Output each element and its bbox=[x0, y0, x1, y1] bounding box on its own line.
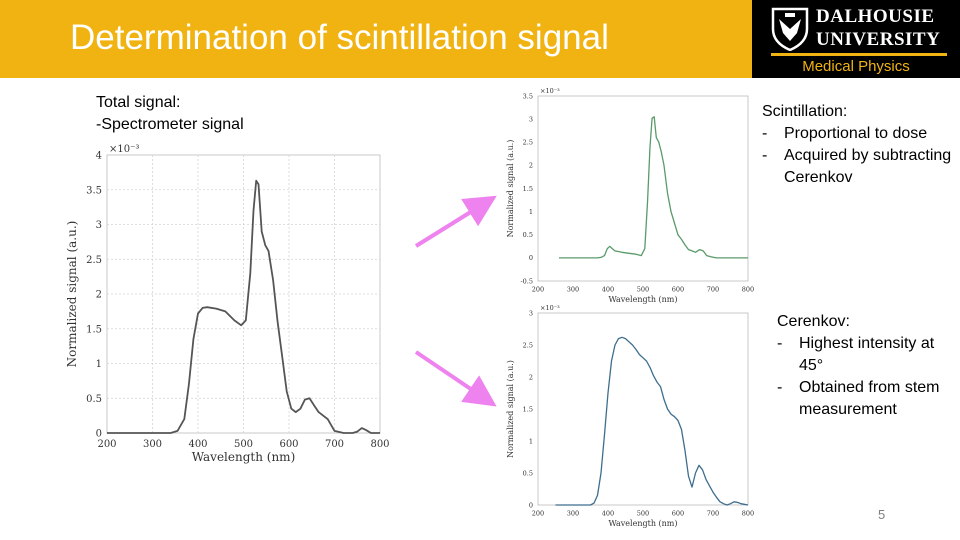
x-tick-label: 700 bbox=[707, 510, 719, 518]
cerenkov-bullet-text: Highest intensity at 45° bbox=[799, 335, 935, 374]
x-tick-label: 500 bbox=[637, 286, 649, 294]
plot-area bbox=[537, 312, 749, 506]
x-tick-label: 400 bbox=[188, 439, 207, 450]
y-tick-label: 2 bbox=[96, 290, 102, 301]
cerenkov-text: Cerenkov: Highest intensity at 45° Obtai… bbox=[777, 311, 959, 421]
x-tick-label: 300 bbox=[143, 439, 162, 450]
x-axis-label: Wavelength (nm) bbox=[608, 295, 677, 304]
cerenkov-bullet: Highest intensity at 45° bbox=[777, 333, 959, 377]
arrow-to-cerenkov bbox=[414, 350, 497, 407]
x-tick-label: 800 bbox=[370, 439, 389, 450]
y-tick-label: 4 bbox=[96, 151, 102, 162]
axis-multiplier: ×10⁻³ bbox=[109, 144, 139, 155]
cerenkov-heading: Cerenkov: bbox=[777, 313, 850, 330]
x-tick-label: 200 bbox=[532, 510, 544, 518]
scintillation-chart: 200 300 400 500 600 700 800 -0.5 0 0.5 1 1.5 2 2.5 3 3.… bbox=[506, 87, 754, 304]
cerenkov-chart: 200 300 400 500 600 700 800 0 0.5 1 1.5 2 2.5 3 Wavele… bbox=[506, 305, 754, 528]
y-tick-label: 0.5 bbox=[86, 394, 102, 405]
cerenkov-bullet: Obtained from stem measurement bbox=[777, 377, 959, 421]
y-axis-label: Normalized signal (a.u.) bbox=[506, 140, 515, 238]
total-signal-subheading: -Spectrometer signal bbox=[96, 116, 244, 133]
y-axis-label: Normalized signal (a.u.) bbox=[65, 221, 79, 368]
scintillation-text: Scintillation: Proportional to dose Acqu… bbox=[762, 101, 960, 189]
x-tick-label: 500 bbox=[234, 439, 253, 450]
x-tick-label: 600 bbox=[279, 439, 298, 450]
scintillation-heading: Scintillation: bbox=[762, 103, 848, 120]
logo-text-dalhousie: DALHOUSIE bbox=[816, 6, 935, 27]
axis-multiplier: ×10⁻³ bbox=[540, 305, 560, 312]
axis-multiplier: ×10⁻³ bbox=[540, 87, 560, 95]
y-tick-label: 0 bbox=[529, 501, 533, 509]
y-tick-label: 1.5 bbox=[523, 185, 533, 193]
plot-area bbox=[537, 95, 749, 282]
total-signal-chart: 200 300 400 500 600 700 800 0 0.5 1 1.5 2 2.5 3 3.5 4 Wa… bbox=[65, 144, 390, 464]
total-signal-heading: Total signal: bbox=[96, 94, 181, 111]
logo-text-university: UNIVERSITY bbox=[816, 29, 941, 50]
scintillation-bullet: Acquired by subtracting Cerenkov bbox=[762, 145, 960, 189]
y-tick-label: 1.5 bbox=[86, 324, 102, 335]
y-tick-label: 0.5 bbox=[523, 469, 533, 477]
x-tick-label: 700 bbox=[707, 286, 719, 294]
arrow-to-scintillation bbox=[414, 195, 497, 248]
total-signal-text: Total signal: -Spectrometer signal bbox=[96, 92, 244, 136]
y-tick-label: 2 bbox=[529, 373, 533, 381]
crest-icon bbox=[771, 7, 809, 51]
x-tick-label: 200 bbox=[532, 286, 544, 294]
y-tick-label: 0.5 bbox=[523, 231, 533, 239]
cerenkov-bullet-text: Obtained from stem measurement bbox=[799, 379, 940, 418]
x-tick-label: 200 bbox=[97, 439, 116, 450]
series-line bbox=[559, 116, 748, 259]
x-tick-label: 300 bbox=[567, 286, 579, 294]
x-tick-label: 700 bbox=[325, 439, 344, 450]
title-banner: Determination of scintillation signal bbox=[0, 0, 752, 78]
y-tick-label: 3.5 bbox=[86, 185, 102, 196]
y-tick-label: 1 bbox=[96, 359, 102, 370]
y-tick-label: 2.5 bbox=[523, 341, 533, 349]
x-tick-label: 800 bbox=[742, 510, 754, 518]
page-number: 5 bbox=[878, 507, 886, 522]
series-line bbox=[107, 179, 380, 434]
x-axis-label: Wavelength (nm) bbox=[192, 450, 296, 464]
arrows bbox=[414, 195, 497, 407]
scintillation-bullet: Proportional to dose bbox=[762, 123, 960, 145]
y-tick-label: -0.5 bbox=[520, 277, 533, 285]
x-tick-label: 400 bbox=[602, 286, 614, 294]
y-tick-label: 2 bbox=[529, 162, 533, 170]
university-logo: DALHOUSIE UNIVERSITY Medical Physics bbox=[752, 0, 960, 78]
y-axis-label: Normalized signal (a.u.) bbox=[506, 360, 515, 458]
y-tick-label: 2.5 bbox=[86, 255, 102, 266]
y-tick-label: 0 bbox=[96, 429, 102, 440]
y-tick-label: 2.5 bbox=[523, 139, 533, 147]
y-tick-label: 1 bbox=[529, 437, 533, 445]
y-tick-label: 3.5 bbox=[523, 92, 533, 100]
x-tick-label: 300 bbox=[567, 510, 579, 518]
x-tick-label: 600 bbox=[672, 510, 684, 518]
logo-divider bbox=[771, 53, 947, 56]
y-tick-label: 1 bbox=[529, 208, 533, 216]
department-label: Medical Physics bbox=[802, 58, 910, 75]
scintillation-bullet-text: Acquired by subtracting Cerenkov bbox=[784, 147, 952, 186]
x-tick-label: 800 bbox=[742, 286, 754, 294]
x-tick-label: 500 bbox=[637, 510, 649, 518]
x-tick-label: 400 bbox=[602, 510, 614, 518]
y-tick-label: 0 bbox=[529, 254, 533, 262]
y-tick-label: 3 bbox=[96, 220, 102, 231]
y-tick-label: 3 bbox=[529, 309, 533, 317]
y-tick-label: 3 bbox=[529, 115, 533, 123]
series-line bbox=[555, 336, 749, 506]
x-tick-label: 600 bbox=[672, 286, 684, 294]
slide-title: Determination of scintillation signal bbox=[70, 18, 609, 57]
y-tick-label: 1.5 bbox=[523, 405, 533, 413]
x-axis-label: Wavelength (nm) bbox=[608, 519, 677, 528]
